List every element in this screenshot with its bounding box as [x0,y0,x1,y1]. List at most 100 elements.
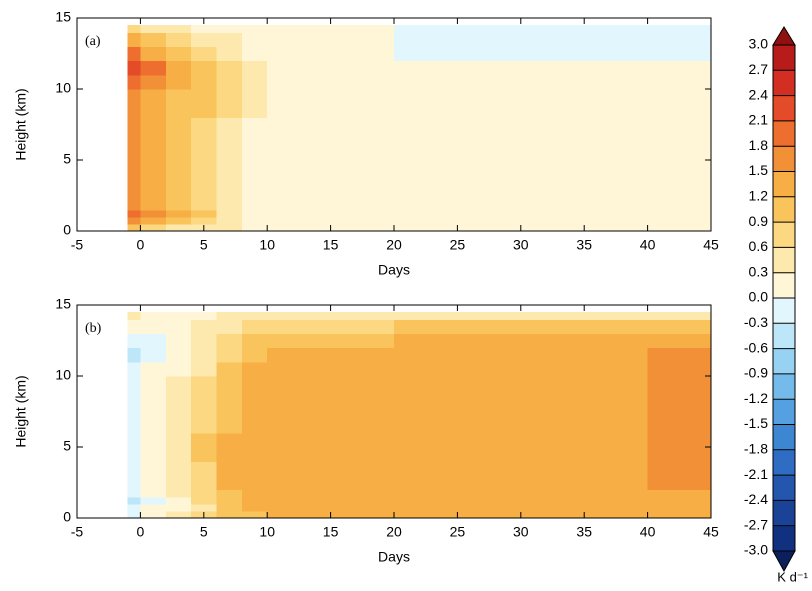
contour-cell [647,319,712,334]
colorbar-bin [773,247,795,274]
colorbar-tick-label: -2.7 [744,516,768,532]
y-tick-label: 15 [55,9,71,25]
contour-cell [584,333,649,349]
contour-cell [165,174,192,204]
contour-cell [330,461,395,491]
contour-cell [127,89,141,118]
contour-cell [140,74,167,90]
contour-cell [394,503,458,512]
colorbar-tick-label: -1.2 [744,390,768,406]
contour-cell [267,503,332,512]
contour-cell [191,376,218,405]
x-tick-label: 35 [576,237,592,253]
contour-cell [165,223,192,232]
colorbar-tick-label: -0.6 [744,339,768,355]
x-tick-label: 40 [640,524,656,540]
contour-cell [394,74,458,90]
contour-cell [140,89,167,118]
x-tick-label: 25 [450,524,466,540]
colorbar-bin [773,120,795,147]
contour-cell [457,216,522,225]
contour-cell [584,432,649,462]
contour-cell [520,223,585,232]
contour-cell [394,333,458,349]
contour-cell [394,461,458,491]
contour-cell [241,432,268,462]
contour-cell [647,223,712,232]
contour-cell [647,489,712,498]
contour-cell [584,74,649,90]
contour-cell [394,489,458,498]
contour-cell [394,145,458,175]
contour-cell [191,174,218,204]
contour-cell [267,361,332,377]
contour-cell [520,347,585,363]
contour-cell [584,312,649,320]
contour-cell [584,46,649,62]
contour-cell [520,32,585,47]
x-tick-label: 10 [259,524,275,540]
contour-cell [241,60,268,76]
contour-cell [457,89,522,118]
contour-cell [140,202,167,211]
x-tick-label: 10 [259,237,275,253]
contour-cell [394,432,458,462]
contour-cell [584,503,649,512]
colorbar-bin [773,70,795,97]
contour-cell [457,46,522,62]
contour-cell [216,496,243,505]
colorbar-label: K d⁻¹ [777,569,808,584]
contour-cell [140,432,167,462]
contour-cell [457,489,522,498]
contour-cell [647,60,712,76]
contour-cell [584,32,649,47]
contour-cell [165,60,192,76]
contour-cell [457,319,522,334]
contour-cell [241,32,268,47]
contour-cell [520,145,585,175]
colorbar-tick-label: -0.3 [744,314,768,330]
contour-cell [330,404,395,434]
contour-cell [127,209,141,218]
contour-cell [127,32,141,47]
contour-cell [647,432,712,462]
contour-cell [457,312,522,320]
colorbar-bin [773,222,795,248]
contour-cell [457,74,522,90]
contour-cell [330,510,395,519]
colorbar-bin [773,323,795,350]
contour-cell [241,376,268,405]
colorbar-bin [773,272,795,299]
contour-cell [457,145,522,175]
contour-cell [241,404,268,434]
x-axis-title: Days [378,549,410,565]
contour-cell [394,319,458,334]
contour-cell [520,432,585,462]
contour-cell [140,117,167,147]
panel-label: (a) [85,34,101,49]
contour-cell [165,461,192,491]
contour-cell [647,117,712,147]
colorbar-tick-label: 1.5 [749,162,769,178]
contour-cell [165,32,192,47]
contour-cell [267,216,332,225]
contour-field [127,25,712,232]
contour-cell [394,510,458,519]
contour-cell [647,202,712,211]
x-tick-label: 0 [137,524,145,540]
contour-cell [647,32,712,47]
contour-cell [584,145,649,175]
contour-cell [165,216,192,225]
x-tick-label: 5 [200,237,208,253]
contour-cell [216,32,243,47]
contour-cell [457,432,522,462]
contour-cell [394,209,458,218]
colorbar-bin [773,196,795,223]
contour-cell [520,496,585,505]
contour-cell [647,347,712,363]
colorbar-extend-top [772,26,796,46]
contour-cell [140,209,167,218]
contour-cell [241,89,268,118]
contour-cell [457,361,522,377]
contour-cell [191,209,218,218]
